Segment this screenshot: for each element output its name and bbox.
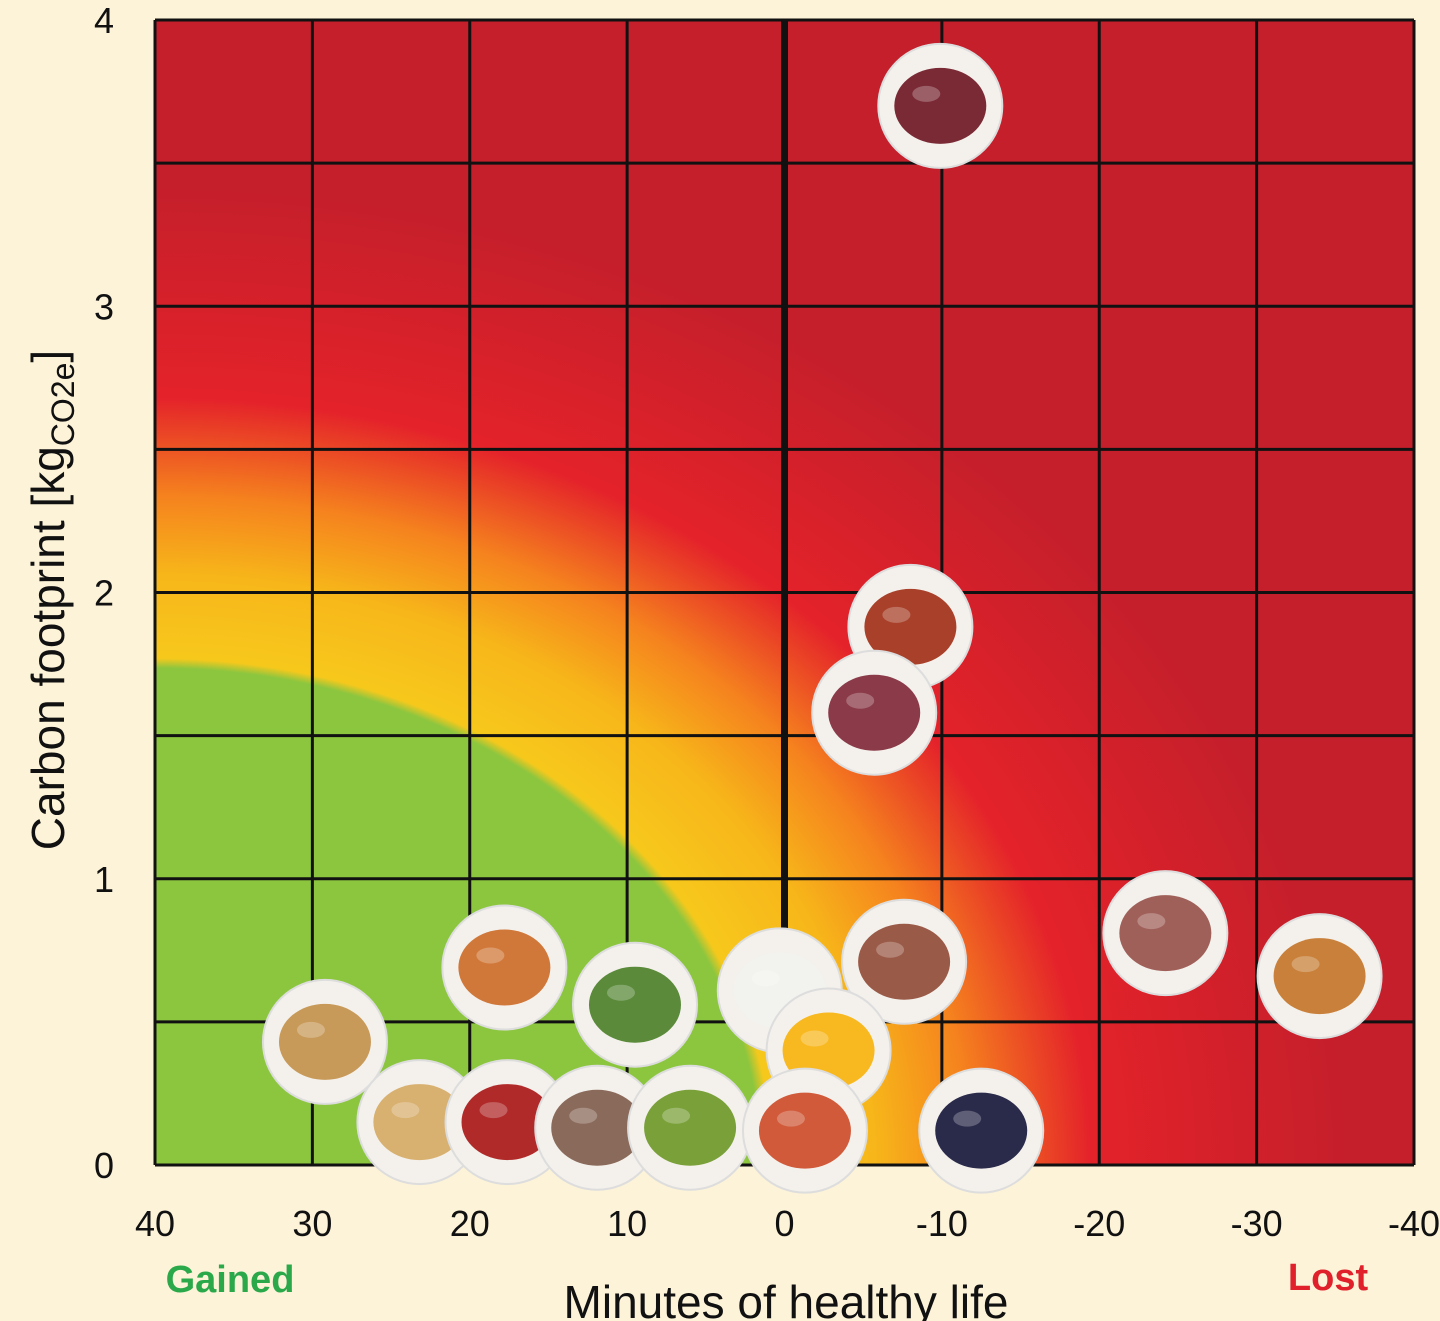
food-highlight (391, 1102, 420, 1119)
x-tick-label: -20 (1073, 1203, 1125, 1244)
salmon-icon (441, 904, 568, 1031)
food-highlight (1291, 956, 1320, 973)
food-highlight (296, 1021, 325, 1038)
soda-glass-icon (918, 1067, 1045, 1194)
cucumber-icon (571, 941, 698, 1068)
food-item (894, 67, 987, 144)
food-item (1273, 938, 1366, 1015)
food-item (858, 923, 951, 1000)
x-tick-label: -10 (916, 1203, 968, 1244)
lost-label: Lost (1288, 1257, 1369, 1299)
food-highlight (876, 941, 905, 958)
food-highlight (606, 984, 635, 1001)
x-tick-label: 30 (292, 1203, 332, 1244)
food-item (758, 1092, 851, 1169)
food-item (828, 674, 921, 751)
food-highlight (479, 1102, 508, 1119)
pizza-icon (841, 898, 968, 1025)
food-item (935, 1092, 1028, 1169)
y-axis-title: Carbon footprint [kgCO2e] (22, 350, 81, 850)
x-tick-label: -30 (1231, 1203, 1283, 1244)
y-tick-label: 1 (94, 859, 114, 900)
y-tick-label: 2 (94, 573, 114, 614)
y-tick-labels: 0 1 2 3 4 (94, 0, 114, 1186)
quinoa-icon (534, 1064, 661, 1191)
gummy-candy-icon (741, 1067, 868, 1194)
data-points (261, 42, 1383, 1194)
food-highlight (953, 1110, 982, 1127)
food-highlight (476, 947, 505, 964)
grilled-vegetables-icon (627, 1064, 754, 1191)
food-item (551, 1089, 644, 1166)
food-highlight (882, 606, 911, 623)
x-tick-label: -40 (1388, 1203, 1440, 1244)
food-highlight (776, 1110, 805, 1127)
food-highlight (912, 85, 941, 102)
food-highlight (846, 692, 875, 709)
peanuts-icon (356, 1059, 483, 1186)
hot-dog-icon (1256, 913, 1383, 1040)
x-tick-labels: 40 30 20 10 0 -10 -20 -30 -40 (135, 1203, 1440, 1244)
ham-icon (1102, 870, 1229, 997)
food-item (278, 1003, 371, 1080)
food-highlight (662, 1107, 691, 1124)
steak-icon (877, 42, 1004, 169)
y-axis-title-sub: CO2e (45, 363, 81, 447)
food-item (461, 1084, 554, 1161)
y-tick-label: 3 (94, 286, 114, 327)
food-highlight (1137, 913, 1166, 930)
y-axis-title-main: Carbon footprint [kg (22, 446, 74, 850)
food-item (458, 929, 551, 1006)
x-tick-label: 10 (607, 1203, 647, 1244)
food-item (588, 966, 681, 1043)
x-tick-label: 0 (774, 1203, 794, 1244)
x-tick-label: 20 (450, 1203, 490, 1244)
food-item (644, 1089, 737, 1166)
x-axis-title: Minutes of healthy life (564, 1276, 1009, 1321)
gained-label: Gained (166, 1259, 295, 1301)
food-highlight (800, 1030, 829, 1047)
lamb-slices-icon (811, 649, 938, 776)
y-tick-label: 0 (94, 1145, 114, 1186)
apple-icon (444, 1059, 571, 1186)
y-axis-title-end: ] (22, 350, 74, 363)
food-highlight (751, 970, 780, 987)
x-tick-label: 40 (135, 1203, 175, 1244)
food-item (864, 588, 957, 665)
food-highlight (569, 1107, 598, 1124)
pbj-sandwich-icon (261, 978, 388, 1105)
food-item (1119, 895, 1212, 972)
food-item (373, 1084, 466, 1161)
y-tick-label: 4 (94, 0, 114, 41)
